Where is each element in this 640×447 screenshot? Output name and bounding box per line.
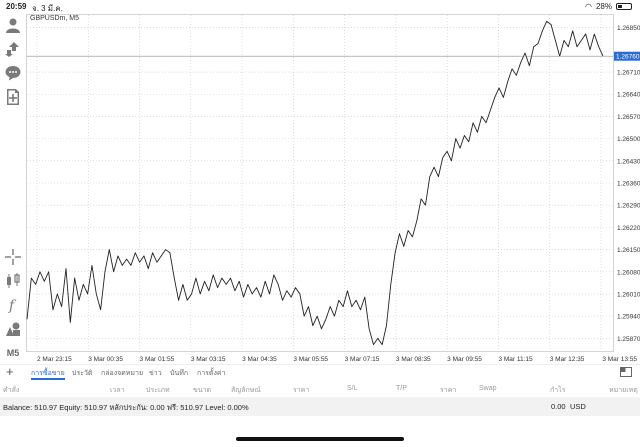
battery-percent: 28% <box>595 2 612 11</box>
column-header: ขนาด <box>193 387 212 394</box>
price-axis-label: 1.26570 <box>617 114 640 121</box>
layout-icon[interactable] <box>620 367 632 377</box>
current-price-tag <box>614 51 640 61</box>
price-axis-label: 1.26640 <box>617 92 640 99</box>
column-header: เวลา <box>110 387 125 394</box>
price-axis-label: 1.26360 <box>617 181 640 188</box>
column-header: Swap <box>479 385 497 392</box>
tab-mailbox[interactable]: กล่องจดหมาย <box>101 370 144 377</box>
time-axis-label: 3 Mar 05:55 <box>293 356 328 363</box>
terminal-tabs: + การซื้อขาย ประวัติ กล่องจดหมาย ข่าว บั… <box>0 364 640 380</box>
indicator-icon[interactable]: f <box>4 296 22 314</box>
total-profit: 0.00 <box>551 402 566 411</box>
chat-icon[interactable] <box>4 64 22 82</box>
account-currency: USD <box>570 402 586 411</box>
time-axis-label: 3 Mar 04:35 <box>242 356 277 363</box>
balance-summary: Balance: 510.97 Equity: 510.97 หลักประกั… <box>3 403 249 412</box>
price-axis-label: 1.25940 <box>617 314 640 321</box>
price-axis-label: 1.26080 <box>617 269 640 276</box>
crosshair-icon[interactable] <box>4 248 22 266</box>
column-header: หมายเหตุ <box>609 387 638 394</box>
time-axis-label: 3 Mar 07:15 <box>345 356 380 363</box>
chart-toolbar: f M5 <box>0 14 26 360</box>
wifi-icon: ◠ <box>585 2 592 11</box>
price-axis-label: 1.26290 <box>617 203 640 210</box>
status-bar: 20:59 จ. 3 มี.ค. ◠ 28% <box>0 0 640 14</box>
objects-icon[interactable] <box>4 320 22 338</box>
price-axis-label: 1.26850 <box>617 25 640 32</box>
column-header: T/P <box>396 385 407 392</box>
add-icon[interactable]: + <box>6 364 14 379</box>
active-tab-indicator <box>31 378 65 380</box>
battery-icon <box>616 3 632 10</box>
price-chart[interactable]: 1.26850 1.26710 1.26640 1.26570 1.26500 1.264… <box>0 0 640 365</box>
tab-settings[interactable]: การตั้งค่า <box>197 370 226 377</box>
price-axis-label: 1.26430 <box>617 158 640 165</box>
price-axis-label: 1.26010 <box>617 291 640 298</box>
timeframe-button[interactable]: M5 <box>6 348 20 358</box>
status-right: ◠ 28% <box>585 2 632 11</box>
price-axis-label: 1.25870 <box>617 336 640 343</box>
date: จ. 3 มี.ค. <box>32 4 63 13</box>
chart-symbol-label: GBPUSDm, M5 <box>30 15 80 22</box>
tab-journal[interactable]: บันทึก <box>170 370 189 377</box>
time-axis-label: 3 Mar 01:55 <box>140 356 175 363</box>
trade-table-header: คำสั่ง เวลา ประเภท ขนาด สัญลักษณ์ ราคา S… <box>0 384 640 396</box>
time-axis-label: 3 Mar 08:35 <box>396 356 431 363</box>
new-order-icon[interactable] <box>4 88 22 106</box>
tab-news[interactable]: ข่าว <box>149 370 162 377</box>
price-axis-label: 1.26710 <box>617 70 640 77</box>
price-axis-label: 1.26150 <box>617 247 640 254</box>
balance-bar: Balance: 510.97 Equity: 510.97 หลักประกั… <box>0 397 640 416</box>
time-axis-label: 3 Mar 00:35 <box>88 356 123 363</box>
tab-trade[interactable]: การซื้อขาย <box>31 370 65 377</box>
time-axis-label: 3 Mar 12:35 <box>550 356 585 363</box>
chart-area[interactable] <box>26 14 614 352</box>
column-header: สัญลักษณ์ <box>231 387 261 394</box>
home-indicator <box>236 437 404 441</box>
tab-history[interactable]: ประวัติ <box>72 370 93 377</box>
column-header: ราคา <box>293 387 310 394</box>
time-axis-label: 3 Mar 11:15 <box>498 356 533 363</box>
column-header: ประเภท <box>146 387 170 394</box>
trade-arrows-icon[interactable] <box>4 40 22 58</box>
candlestick-icon[interactable] <box>4 272 22 290</box>
column-header: ราคา <box>440 387 457 394</box>
column-header: คำสั่ง <box>3 387 20 394</box>
svg-text:f: f <box>8 298 17 313</box>
price-axis-label: 1.26500 <box>617 136 640 143</box>
account-icon[interactable] <box>4 16 22 34</box>
clock: 20:59 <box>6 2 27 11</box>
price-line <box>26 20 604 346</box>
time-axis-label: 3 Mar 09:55 <box>447 356 482 363</box>
time-axis-label: 3 Mar 03:15 <box>191 356 226 363</box>
time-axis-label: 3 Mar 13:55 <box>602 356 637 363</box>
column-header: S/L <box>347 385 358 392</box>
current-price-label: 1.26760 <box>616 54 640 61</box>
price-axis-label: 1.26220 <box>617 225 640 232</box>
column-header: กำไร <box>550 387 566 394</box>
time-axis-label: 2 Mar 23:15 <box>37 356 72 363</box>
